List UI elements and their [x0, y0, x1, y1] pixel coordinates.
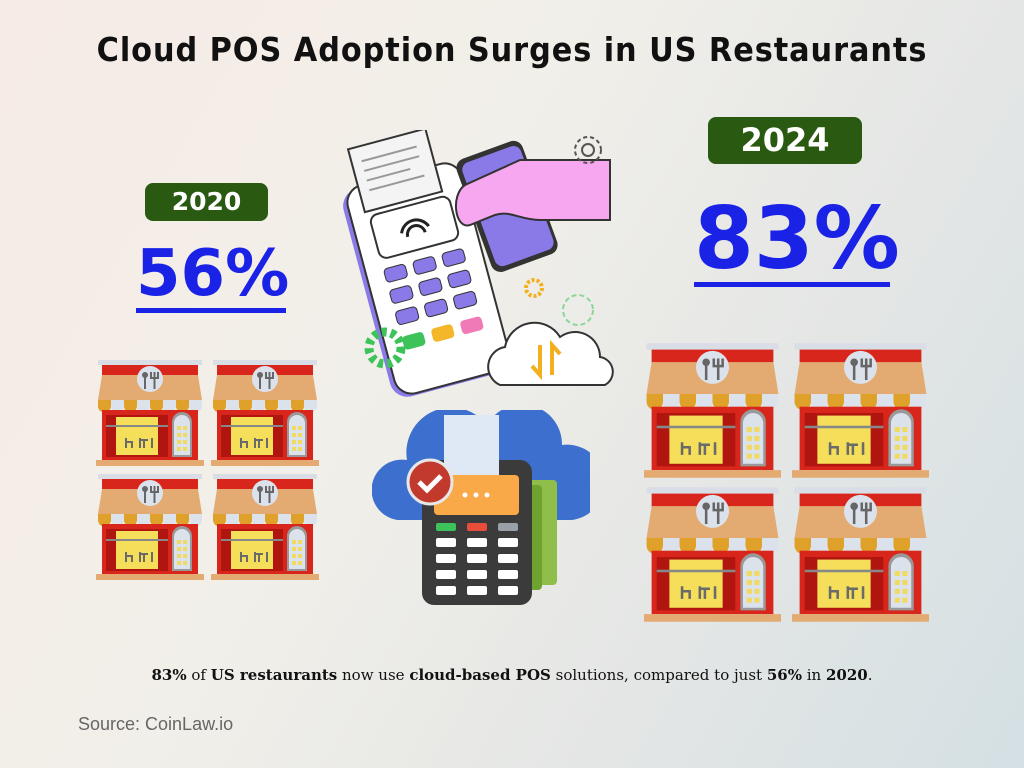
- caption-text: of: [186, 666, 211, 684]
- caption-text: solutions, compared to just: [550, 666, 767, 684]
- gear-icon: [562, 294, 594, 326]
- percent-2020: 56%: [136, 237, 290, 313]
- pos-terminal-icon: [343, 130, 614, 397]
- restaurant-storefront-icon: [644, 343, 781, 478]
- caption-highlight: US restaurants: [210, 666, 338, 684]
- caption-year: 2020: [825, 666, 868, 684]
- source-credit: Source: CoinLaw.io: [78, 714, 234, 734]
- caption-text: now use: [337, 666, 410, 684]
- caption-highlight: cloud-based POS: [409, 666, 551, 684]
- cloud-pos-icon: [372, 410, 590, 605]
- caption: 83% of US restaurants now use cloud-base…: [0, 666, 1024, 684]
- year-badge-2024: 2024: [708, 117, 862, 164]
- caption-2024-percent: 83%: [151, 666, 187, 684]
- caption-2020-percent: 56%: [766, 666, 802, 684]
- restaurant-storefront-icon: [792, 343, 929, 478]
- page-title: Cloud POS Adoption Surges in US Restaura…: [96, 30, 928, 69]
- gear-icon: [574, 136, 602, 164]
- percent-2024: 83%: [694, 189, 900, 289]
- caption-text: .: [867, 666, 873, 684]
- cloud-sync-icon: [487, 321, 614, 386]
- restaurant-storefront-icon: [211, 474, 319, 580]
- restaurant-storefront-icon: [96, 474, 204, 580]
- checkmark-icon: [406, 458, 454, 506]
- gear-icon: [524, 278, 544, 298]
- restaurant-storefront-icon: [792, 487, 929, 622]
- year-badge-2020: 2020: [145, 183, 268, 221]
- restaurant-storefront-icon: [644, 487, 781, 622]
- gear-icon: [364, 327, 406, 369]
- caption-text: in: [801, 666, 826, 684]
- restaurant-storefront-icon: [211, 360, 319, 466]
- restaurant-storefront-icon: [96, 360, 204, 466]
- smartphone-payment-icon: [454, 140, 611, 272]
